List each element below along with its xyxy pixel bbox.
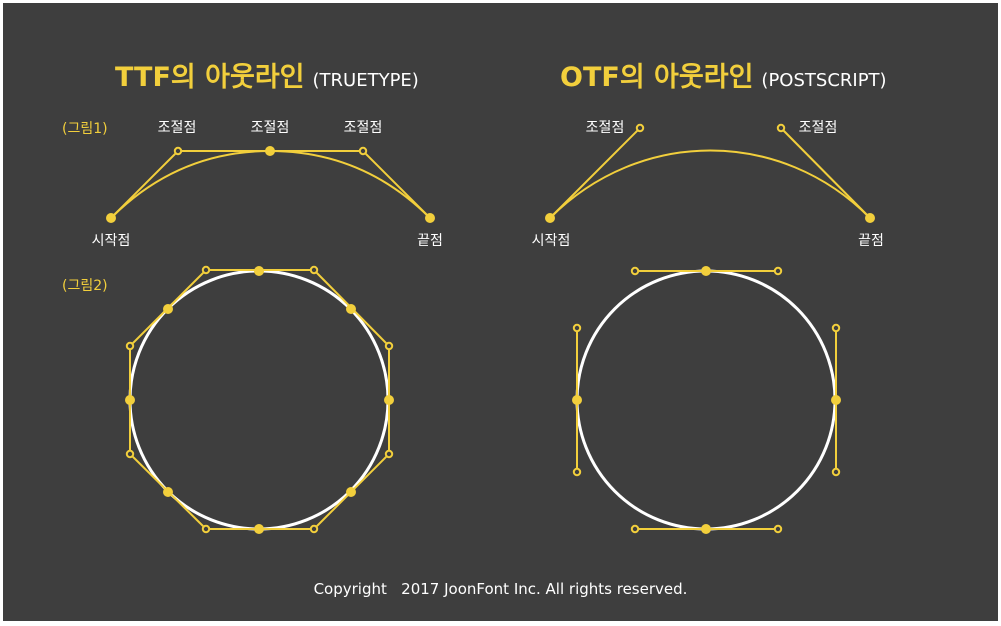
ttf-circle-on-point xyxy=(163,487,173,497)
ttf-control-label-middle: 조절점 xyxy=(250,120,290,136)
ttf-circle-on-point xyxy=(384,395,394,405)
ttf-control-point xyxy=(173,146,183,156)
ttf-curve xyxy=(110,149,431,219)
ttf-circle-on-point xyxy=(254,524,264,534)
otf-bezier-figure xyxy=(549,127,871,219)
otf-circle-on-point xyxy=(572,395,582,405)
otf-start-label: 시작점 xyxy=(531,233,571,249)
otf-curve xyxy=(549,149,871,219)
figure1-label: (그림1) xyxy=(62,121,108,137)
otf-circle-control-point xyxy=(773,266,783,276)
ttf-title-text: TTF의 아웃라인 xyxy=(115,62,305,93)
ttf-bezier-figure xyxy=(110,149,431,219)
otf-circle-on-point xyxy=(701,266,711,276)
otf-control-label-left: 조절점 xyxy=(585,120,625,136)
otf-end-point xyxy=(865,213,875,223)
ttf-start-label: 시작점 xyxy=(91,233,131,249)
otf-title-text: OTF의 아웃라인 xyxy=(560,62,754,93)
ttf-circle-control-point xyxy=(201,265,211,275)
otf-circle-points xyxy=(572,266,841,534)
ttf-control-label-right: 조절점 xyxy=(343,120,383,136)
ttf-start-point xyxy=(106,213,116,223)
otf-circle-on-point xyxy=(831,395,841,405)
otf-circle-on-point xyxy=(701,524,711,534)
ttf-circle-control-point xyxy=(384,341,394,351)
otf-circle-control-point xyxy=(831,323,841,333)
ttf-subtitle: (TRUETYPE) xyxy=(312,70,419,91)
ttf-end-point xyxy=(425,213,435,223)
ttf-control-polygon xyxy=(110,150,431,219)
ttf-control-label-left: 조절점 xyxy=(157,120,197,136)
figure2-label: (그림2) xyxy=(62,278,108,294)
otf-control-point xyxy=(635,123,645,133)
otf-circle xyxy=(575,269,837,531)
otf-points xyxy=(545,123,875,223)
otf-end-label: 끝점 xyxy=(858,233,884,249)
otf-circle-control-point xyxy=(630,266,640,276)
otf-circle-control-point xyxy=(630,524,640,534)
ttf-points xyxy=(106,146,435,223)
otf-start-point xyxy=(545,213,555,223)
otf-circle-control-point xyxy=(572,323,582,333)
ttf-circle-points xyxy=(125,265,394,534)
otf-control-label-right: 조절점 xyxy=(798,120,838,136)
ttf-on-curve-point xyxy=(265,146,275,156)
ttf-control-point xyxy=(358,146,368,156)
ttf-circle-control-point xyxy=(125,449,135,459)
otf-circle-control-point xyxy=(572,467,582,477)
ttf-circle-control-point xyxy=(201,524,211,534)
ttf-circle-on-point xyxy=(254,266,264,276)
ttf-circle-on-point xyxy=(346,304,356,314)
otf-subtitle: (POSTSCRIPT) xyxy=(761,70,887,91)
ttf-circle-on-point xyxy=(163,304,173,314)
ttf-circle-control-point xyxy=(125,341,135,351)
otf-circle-control-point xyxy=(831,467,841,477)
ttf-circle-control-point xyxy=(384,449,394,459)
ttf-title: TTF의 아웃라인 (TRUETYPE) xyxy=(115,58,419,98)
ttf-circle-on-point xyxy=(346,487,356,497)
otf-title: OTF의 아웃라인 (POSTSCRIPT) xyxy=(560,58,887,98)
copyright-text: Copyright 2017 JoonFont Inc. All rights … xyxy=(313,580,688,598)
otf-circle-control-point xyxy=(773,524,783,534)
ttf-circle-control-point xyxy=(309,524,319,534)
ttf-end-label: 끝점 xyxy=(417,233,443,249)
ttf-circle-control-point xyxy=(309,265,319,275)
otf-control-point xyxy=(776,123,786,133)
ttf-circle-on-point xyxy=(125,395,135,405)
